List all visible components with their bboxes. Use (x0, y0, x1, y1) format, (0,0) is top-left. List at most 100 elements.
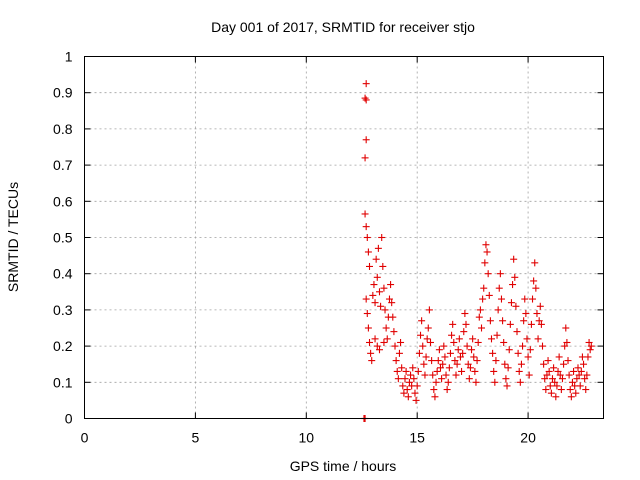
data-point (398, 364, 406, 372)
data-point (438, 375, 446, 383)
data-point (375, 346, 383, 354)
data-point (362, 96, 370, 104)
data-point (452, 371, 460, 379)
data-point (587, 342, 595, 350)
data-point (362, 136, 370, 144)
data-point (453, 360, 461, 368)
data-point (536, 302, 544, 310)
data-point (378, 234, 386, 241)
data-point (470, 353, 478, 361)
data-point (451, 357, 459, 365)
data-point (524, 353, 532, 361)
data-point (476, 306, 484, 314)
data-point (409, 364, 417, 372)
data-point (441, 353, 449, 361)
data-point (375, 288, 383, 296)
data-point (554, 367, 562, 375)
data-point (560, 360, 568, 368)
data-point (545, 367, 553, 375)
x-tick-label: 0 (81, 430, 89, 446)
data-point (420, 360, 428, 368)
data-point (415, 349, 423, 357)
data-point (557, 386, 565, 394)
data-point (430, 386, 438, 394)
data-point (583, 371, 591, 379)
data-point (478, 324, 486, 332)
data-point (394, 375, 402, 383)
data-point (418, 317, 426, 325)
data-point (459, 349, 467, 357)
data-point (540, 360, 548, 368)
data-point (410, 375, 418, 383)
data-point (486, 317, 494, 325)
plot-frame (84, 56, 604, 419)
data-point (513, 328, 521, 336)
data-point (423, 335, 431, 343)
data-point (494, 306, 502, 314)
data-point (573, 375, 581, 383)
data-point (558, 375, 566, 383)
data-point (381, 306, 389, 314)
data-point (361, 154, 369, 162)
data-point (567, 393, 575, 401)
data-point (364, 248, 372, 256)
data-point (373, 342, 381, 350)
data-point (422, 353, 430, 361)
data-point (432, 378, 440, 386)
data-point (489, 349, 497, 357)
data-point (523, 335, 531, 343)
data-point (512, 302, 520, 310)
data-point (485, 291, 493, 299)
data-point (575, 371, 583, 379)
data-point (436, 364, 444, 372)
y-tick-label: 0.2 (53, 338, 73, 354)
data-point (584, 353, 592, 361)
data-point (539, 342, 547, 350)
data-point (481, 259, 489, 267)
data-point (366, 262, 374, 270)
data-point (389, 313, 397, 321)
data-point (469, 335, 477, 343)
data-point (514, 349, 522, 357)
data-point (363, 234, 371, 241)
data-point (511, 273, 519, 281)
data-point (448, 331, 456, 339)
data-point (458, 367, 466, 375)
data-point (366, 338, 374, 346)
data-point (534, 335, 542, 343)
data-point (468, 346, 476, 354)
data-point (387, 281, 395, 289)
data-point (443, 386, 451, 394)
data-point (499, 317, 507, 325)
data-point (364, 324, 372, 332)
data-point (462, 320, 470, 328)
data-point (561, 342, 569, 350)
data-point (500, 338, 508, 346)
data-point (413, 382, 421, 390)
data-point (428, 357, 436, 365)
data-point (529, 295, 537, 303)
data-point (369, 291, 377, 299)
data-point (471, 367, 479, 375)
y-tick-label: 1 (65, 49, 73, 65)
data-point (576, 382, 584, 390)
data-point (405, 378, 413, 386)
data-point (435, 346, 443, 354)
data-point (465, 375, 473, 383)
data-point (532, 284, 540, 292)
data-point (427, 338, 434, 346)
data-point (363, 310, 371, 318)
grid-lines (84, 56, 604, 419)
data-point (482, 241, 490, 249)
data-point (506, 320, 514, 328)
data-point (379, 262, 387, 270)
data-point (361, 94, 369, 102)
data-point (446, 349, 454, 357)
data-point (521, 295, 529, 303)
data-point (564, 357, 572, 365)
data-point (367, 349, 375, 357)
data-point (461, 310, 469, 318)
data-point (380, 284, 388, 292)
data-point (401, 375, 409, 383)
data-point (377, 302, 385, 310)
